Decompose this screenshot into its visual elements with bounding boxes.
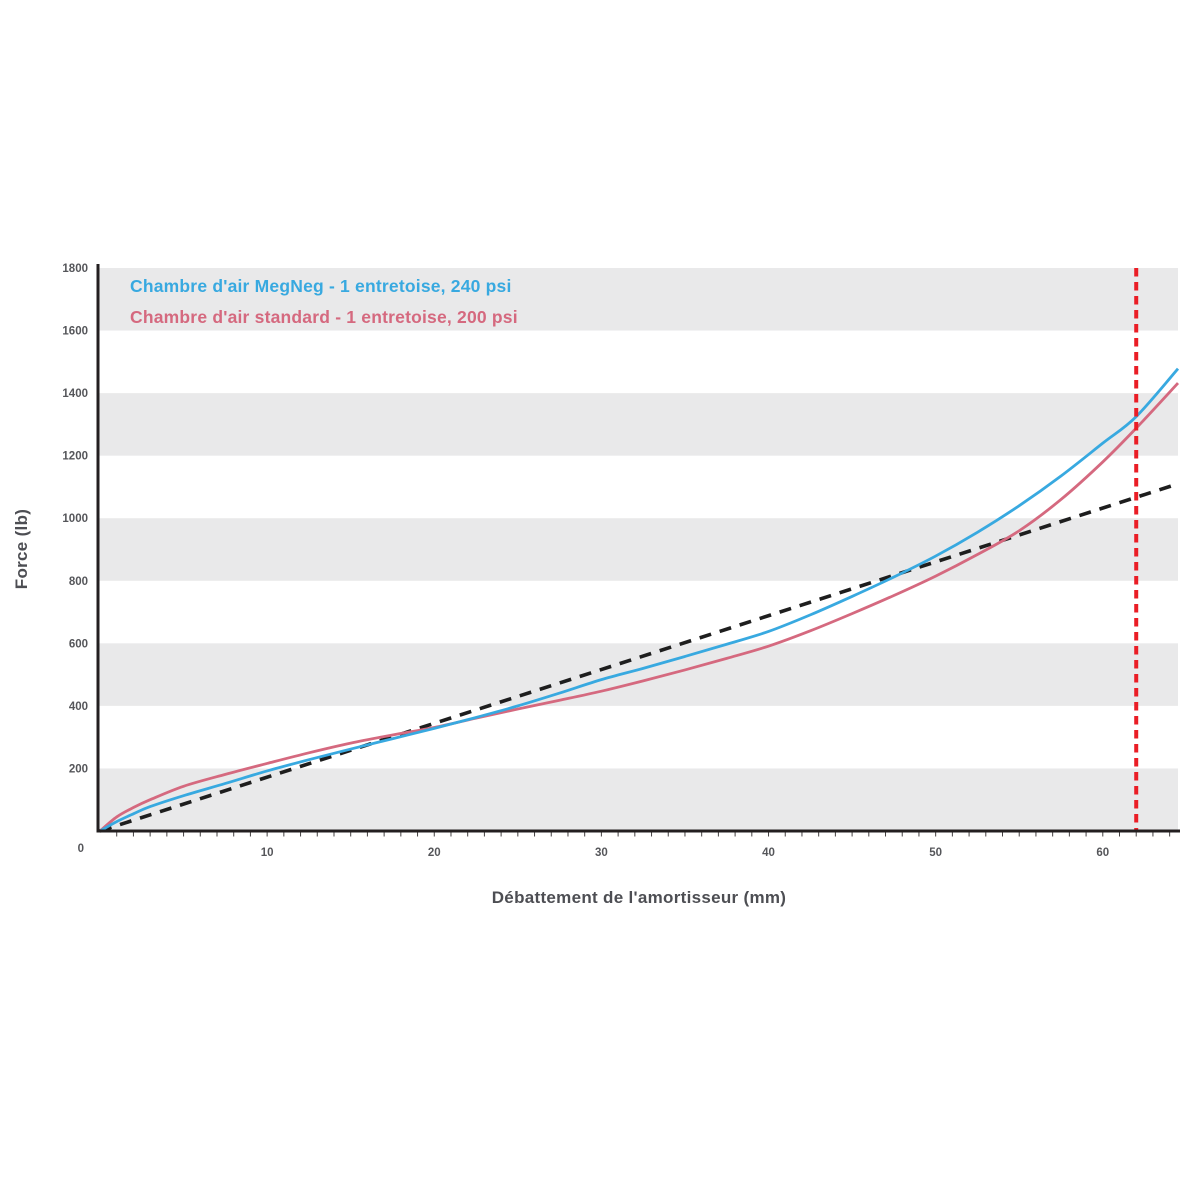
stripe-band (97, 643, 1178, 706)
stripe-band (97, 768, 1178, 831)
stripe-band (97, 518, 1178, 581)
y-tick-label: 1400 (62, 388, 88, 400)
legend-item-megneg: Chambre d'air MegNeg - 1 entretoise, 240… (130, 276, 512, 296)
legend-item-standard: Chambre d'air standard - 1 entretoise, 2… (130, 307, 518, 327)
x-tick-label: 60 (1096, 847, 1109, 859)
x-axis-title: Débattement de l'amortisseur (mm) (491, 888, 787, 907)
y-tick-label: 1000 (62, 513, 88, 525)
x-tick-label: 10 (261, 847, 274, 859)
megneg-curve (99, 367, 1180, 833)
x-tick-label: 30 (595, 847, 608, 859)
stripe-band (97, 393, 1178, 456)
legend: Chambre d'air MegNeg - 1 entretoise, 240… (130, 271, 518, 333)
y-tick-label: 400 (69, 701, 88, 713)
y-tick-label: 1800 (62, 263, 88, 275)
standard-curve (99, 382, 1180, 833)
y-tick-label: 1200 (62, 451, 88, 463)
y-tick-label: 200 (69, 763, 88, 775)
y-tick-label: 1600 (62, 326, 88, 338)
y-axis-title: Force (lb) (12, 508, 31, 590)
x-tick-label: 40 (762, 847, 775, 859)
y-tick-label: 800 (69, 576, 88, 588)
origin-tick-label: 0 (78, 843, 84, 855)
y-tick-label: 600 (69, 638, 88, 650)
stripe-band (97, 268, 1178, 331)
x-tick-label: 20 (428, 847, 441, 859)
x-tick-label: 50 (929, 847, 942, 859)
